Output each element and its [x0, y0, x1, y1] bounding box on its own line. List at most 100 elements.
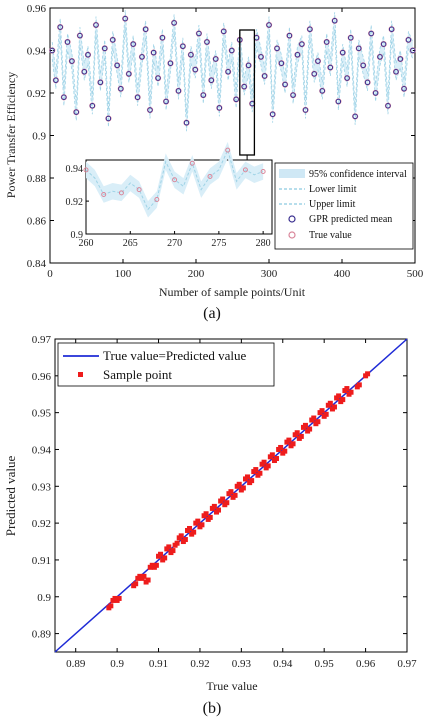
gpr-mean-point [225, 69, 231, 75]
inset-true-point [83, 167, 89, 173]
y-tick-label-b: 0.97 [32, 334, 52, 346]
gpr-mean-point [69, 58, 75, 64]
gpr-mean-point [134, 94, 141, 100]
gpr-mean-point [130, 41, 136, 47]
x-tick-label-b: 0.97 [397, 658, 417, 670]
sample-point [340, 397, 346, 403]
y-tick-label-a: 0.96 [27, 3, 47, 15]
ticks-b: 0.89 0.9 0.91 0.92 0.93 0.94 0.95 0.96 0.97 0.89 0… [32, 334, 417, 670]
sample-point [348, 389, 354, 395]
sample-point [195, 518, 201, 524]
inset-true-point [242, 167, 248, 173]
sample-point [236, 481, 242, 487]
gpr-mean-point [364, 79, 371, 86]
x-tick-label-a: 500 [407, 268, 423, 280]
gpr-mean-point [344, 75, 350, 81]
sample-point [269, 452, 275, 458]
gpr-mean-point [192, 66, 198, 73]
gpr-mean-point [93, 22, 99, 28]
legend-b-frame [57, 342, 275, 387]
sample-point [244, 474, 250, 480]
gpr-mean-point [89, 103, 96, 109]
gpr-mean-point [118, 86, 124, 92]
y-axis-label-b: Predicted value [3, 456, 18, 537]
y-tick-label-b: 0.89 [32, 629, 52, 641]
inset-true-point [154, 196, 160, 202]
gpr-mean-point [175, 88, 182, 94]
x-tick-label-b: 0.93 [232, 658, 252, 670]
legend-a-item-3: Upper limit [309, 199, 356, 210]
sample-point [331, 404, 337, 410]
inset-true-point [172, 177, 178, 183]
inset-true-point [207, 173, 213, 179]
x-tick-label-a: 300 [261, 268, 278, 280]
gpr-mean-point [64, 39, 71, 45]
legend-a: 95% confidence interval Lower limit Uppe… [274, 162, 414, 250]
gpr-mean-point [258, 54, 264, 60]
y-tick-label-a: 0.92 [27, 88, 46, 100]
gpr-mean-point [269, 111, 276, 117]
inset-x-tick-label: 280 [256, 238, 271, 249]
gpr-mean-point [216, 105, 223, 111]
caption-b: (b) [203, 700, 222, 717]
gpr-mean-point [97, 79, 104, 86]
sample-point [273, 456, 279, 462]
sample-point [207, 514, 213, 520]
sample-point [282, 448, 288, 454]
gpr-mean-point [196, 30, 202, 37]
inset-x-tick-label: 275 [211, 238, 226, 249]
x-tick-label-a: 100 [115, 268, 132, 280]
gpr-mean-point [388, 26, 395, 32]
gpr-mean-point [221, 28, 227, 35]
inset-true-point [225, 147, 231, 153]
sample-point [327, 400, 333, 406]
y-tick-label-a: 0.86 [27, 216, 47, 228]
gpr-mean-point [372, 90, 379, 96]
gpr-mean-point [126, 71, 132, 77]
sample-point [365, 371, 371, 377]
sample-point [141, 573, 147, 579]
gpr-mean-point [311, 71, 317, 77]
inset-true-point [101, 192, 107, 198]
x-tick-label-a: 400 [334, 268, 351, 280]
gpr-mean-point [401, 86, 407, 92]
gpr-mean-point [348, 35, 354, 41]
sample-point [232, 492, 238, 498]
gpr-mean-point [102, 45, 108, 52]
inset-true-point [118, 190, 124, 196]
sample-point [356, 382, 362, 388]
sample-point [174, 540, 180, 546]
legend-a-item-1: 95% confidence interval [309, 169, 407, 180]
y-tick-label-a: 0.9 [32, 131, 46, 143]
gpr-mean-point [266, 22, 272, 28]
sample-points [106, 371, 371, 611]
gpr-mean-point [163, 98, 169, 105]
sample-point [191, 529, 197, 535]
gpr-mean-point [73, 109, 79, 115]
x-tick-label-b: 0.91 [149, 658, 168, 670]
sample-point [302, 422, 308, 428]
sample-point [253, 467, 259, 473]
sample-point [257, 470, 263, 476]
sample-point [315, 419, 321, 425]
sample-point [145, 577, 151, 583]
gpr-mean-point [159, 35, 166, 41]
sample-point [187, 525, 193, 531]
sample-point [158, 551, 164, 557]
legend-a-item-2: Lower limit [309, 184, 357, 195]
inset-x-tick-label: 270 [167, 238, 182, 249]
sample-point [224, 500, 230, 506]
gpr-mean-point [114, 62, 120, 69]
sample-point [286, 437, 292, 443]
upper-limit-line [51, 10, 414, 115]
gpr-mean-point [385, 103, 391, 109]
legend-band-swatch [279, 169, 305, 178]
gpr-mean-point [155, 75, 161, 81]
inset-x-tick-label: 265 [123, 238, 138, 249]
gpr-mean-point [299, 41, 305, 47]
y-tick-label-b: 0.9 [37, 592, 51, 604]
x-axis-label-a: Number of sample points/Unit [159, 285, 306, 299]
sample-point [220, 496, 226, 502]
gpr-mean-point [180, 43, 186, 49]
